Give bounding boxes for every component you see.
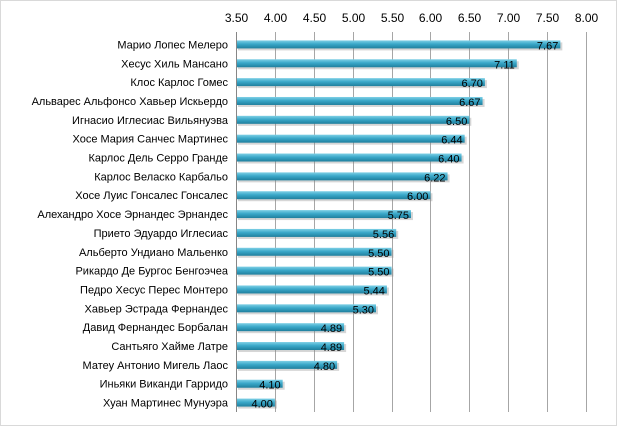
category-label: Хуан Мартинес Мунуэра <box>103 398 229 410</box>
bar <box>236 379 283 388</box>
category-label: Хавьер Эстрада Фернандес <box>85 303 229 315</box>
category-label: Марио Лопес Мелеро <box>117 39 228 51</box>
value-label: 6.50 <box>446 116 467 128</box>
value-label: 7.11 <box>494 59 515 71</box>
category-label: Алехандро Хосе Эрнандес Эрнандес <box>37 209 228 221</box>
bar <box>236 153 462 162</box>
bar <box>236 304 376 313</box>
category-label: Альварес Альфонсо Хавьер Искьердо <box>32 96 228 108</box>
bar <box>236 342 345 351</box>
x-tick-label: 8.00 <box>575 11 599 25</box>
bar <box>236 134 465 143</box>
value-label: 5.56 <box>373 229 394 241</box>
category-label: Хесус Хиль Мансано <box>121 58 228 70</box>
category-label: Иньяки Виканди Гарридо <box>100 379 228 391</box>
x-tick-label: 4.00 <box>264 11 288 25</box>
bar <box>236 228 397 237</box>
x-tick-label: 6.00 <box>419 11 443 25</box>
category-label: Клос Карлос Гомес <box>130 77 228 89</box>
value-label: 6.00 <box>407 191 428 203</box>
value-label: 4.10 <box>259 380 280 392</box>
bar <box>236 210 411 219</box>
value-label: 6.67 <box>459 97 480 109</box>
category-label: Сантьяго Хайме Латре <box>111 341 228 353</box>
value-label: 6.22 <box>424 172 445 184</box>
bar <box>236 247 392 256</box>
category-label: Игнасио Иглесиас Вильянуэва <box>72 115 229 127</box>
bar <box>236 115 470 124</box>
value-label: 5.30 <box>353 304 374 316</box>
value-label: 4.89 <box>321 323 342 335</box>
category-label: Хосе Луис Гонсалес Гонсалес <box>75 190 228 202</box>
bar <box>236 191 431 200</box>
value-label: 5.50 <box>368 248 389 260</box>
bar <box>236 40 561 49</box>
x-tick-label: 7.50 <box>536 11 560 25</box>
bar <box>236 266 392 275</box>
value-label: 5.75 <box>388 210 409 222</box>
x-axis-tick-labels: 3.50 4.00 4.50 5.00 5.50 6.00 6.50 7.00 7.50 8.00 <box>225 11 599 25</box>
value-label: 6.44 <box>441 135 462 147</box>
value-labels: 7.67 7.11 6.70 6.67 6.50 6.44 6.40 6.22 6.00 5.75… <box>251 40 558 410</box>
bar <box>236 360 338 369</box>
x-tick-label: 4.50 <box>303 11 327 25</box>
category-label: Карлос Веласко Карбальо <box>94 171 228 183</box>
bar <box>236 96 483 105</box>
x-tick-label: 7.00 <box>497 11 521 25</box>
value-label: 4.89 <box>321 342 342 354</box>
value-label: 6.40 <box>438 154 459 166</box>
bar <box>236 59 517 68</box>
category-label: Давид Фернандес Борбалан <box>83 322 228 334</box>
category-label: Карлос Дель Серро Гранде <box>88 153 228 165</box>
bars <box>236 40 563 409</box>
bar <box>236 285 387 294</box>
bar <box>236 323 345 332</box>
value-label: 4.00 <box>251 399 272 411</box>
category-label: Альберто Ундиано Мальенко <box>79 247 228 259</box>
x-tick-label: 6.50 <box>458 11 482 25</box>
category-label: Педро Хесус Перес Монтеро <box>80 284 228 296</box>
bar <box>236 172 448 181</box>
value-label: 6.70 <box>461 78 482 90</box>
value-label: 4.80 <box>314 361 335 373</box>
bar <box>236 78 485 87</box>
value-label: 5.50 <box>368 267 389 279</box>
category-label: Рикардо Де Бургос Бенгоэчеа <box>75 266 228 278</box>
category-label: Прието Эдуардо Иглесиас <box>94 228 229 240</box>
x-tick-label: 3.50 <box>225 11 249 25</box>
value-label: 7.67 <box>537 40 558 52</box>
category-labels: Марио Лопес Мелеро Хесус Хиль Мансано Клос… <box>32 39 229 409</box>
value-label: 5.44 <box>363 285 384 297</box>
bar <box>236 398 275 407</box>
x-tick-label: 5.50 <box>381 11 405 25</box>
x-tick-label: 5.00 <box>342 11 366 25</box>
category-label: Хосе Мария Санчес Мартинес <box>72 134 228 146</box>
category-label: Матеу Антонио Мигель Лаос <box>83 360 229 372</box>
